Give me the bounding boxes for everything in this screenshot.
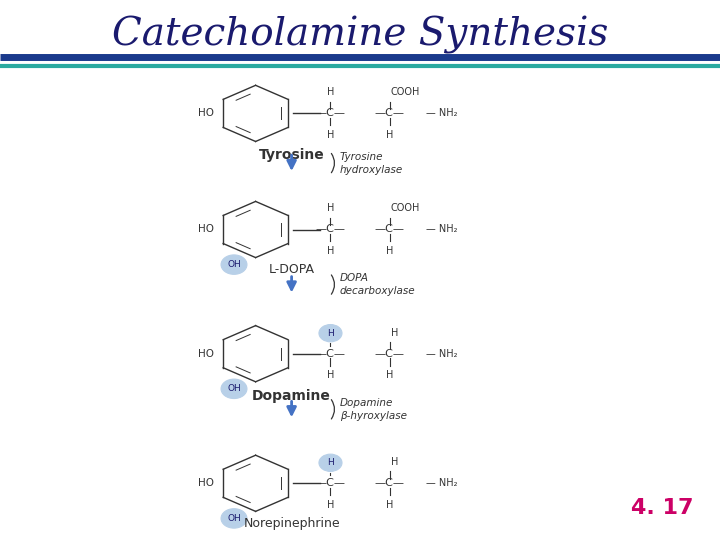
Text: HO: HO [198,349,214,359]
Text: 4. 17: 4. 17 [631,497,693,518]
Circle shape [221,509,247,528]
Text: HO: HO [198,109,214,118]
Text: —C—: —C— [374,225,405,234]
Text: Tyrosine: Tyrosine [340,152,383,161]
Text: Dopamine: Dopamine [340,398,393,408]
Text: OH: OH [227,514,241,523]
Circle shape [221,255,247,274]
Text: H: H [386,130,393,140]
Text: — NH₂: — NH₂ [426,225,457,234]
Text: H: H [386,370,393,380]
Text: decarboxylase: decarboxylase [340,286,415,296]
Text: —C—: —C— [315,225,346,234]
Text: — NH₂: — NH₂ [426,349,457,359]
Text: H: H [386,500,393,510]
Text: H: H [327,458,334,467]
Text: — NH₂: — NH₂ [426,109,457,118]
Text: —C—: —C— [374,349,405,359]
Text: H: H [327,370,334,380]
Text: H: H [327,329,334,338]
Text: Dopamine: Dopamine [252,389,331,403]
Text: H: H [327,500,334,510]
Text: H: H [386,246,393,256]
Text: —C—: —C— [374,109,405,118]
Text: Catecholamine Synthesis: Catecholamine Synthesis [112,16,608,54]
Text: —C—: —C— [315,109,346,118]
Text: H: H [327,130,334,140]
Text: OH: OH [227,260,241,269]
Text: HO: HO [198,225,214,234]
Text: H: H [391,327,398,338]
Text: H: H [391,457,398,467]
Circle shape [319,454,342,471]
Text: DOPA: DOPA [340,273,369,283]
Text: HO: HO [198,478,214,488]
Text: H: H [327,87,334,97]
Text: L-DOPA: L-DOPA [269,263,315,276]
Text: OH: OH [227,384,241,393]
Text: hydroxylase: hydroxylase [340,165,403,174]
Text: —C—: —C— [315,349,346,359]
Text: —C—: —C— [315,478,346,488]
Text: COOH: COOH [391,87,420,97]
Text: COOH: COOH [391,203,420,213]
Text: Norepinephrine: Norepinephrine [243,517,340,530]
Text: — NH₂: — NH₂ [426,478,457,488]
Text: Tyrosine: Tyrosine [258,148,325,163]
Text: H: H [327,203,334,213]
Circle shape [221,379,247,399]
Text: β-hyroxylase: β-hyroxylase [340,411,407,421]
Circle shape [319,325,342,342]
Text: H: H [327,246,334,256]
Text: —C—: —C— [374,478,405,488]
